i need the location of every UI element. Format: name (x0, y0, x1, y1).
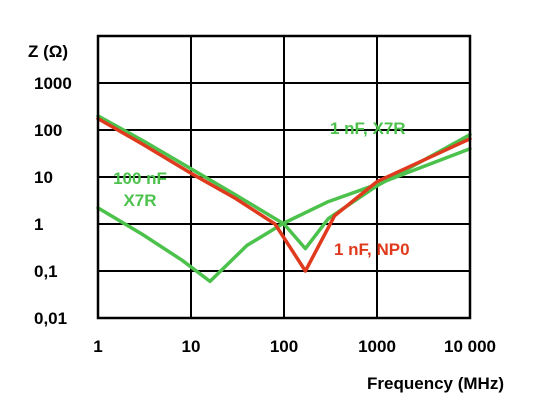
series-label-0-line-1: X7R (123, 191, 156, 210)
plot-frame (96, 34, 472, 320)
x-axis-label: Frequency (MHz) (367, 374, 504, 393)
y-tick-label-1: 0,1 (34, 262, 58, 281)
x-tick-label-0: 1 (93, 337, 102, 356)
y-tick-label-4: 100 (34, 121, 62, 140)
x-tick-label-3: 1000 (358, 337, 396, 356)
y-tick-label-0: 0,01 (34, 309, 67, 328)
x-tick-label-1: 10 (182, 337, 201, 356)
y-tick-label-5: 1000 (34, 74, 72, 93)
y-tick-label-2: 1 (34, 215, 43, 234)
series-label-1-line-0: 1 nF, X7R (330, 119, 406, 138)
x-tick-label-2: 100 (270, 337, 298, 356)
y-tick-label-3: 10 (34, 168, 53, 187)
series-line-0 (96, 146, 472, 284)
series-label-2-line-0: 1 nF, NP0 (334, 240, 410, 259)
y-axis-label: Z (Ω) (28, 42, 68, 61)
series-label-0-line-0: 100 nF (113, 169, 167, 188)
x-tick-label-4: 10 000 (444, 337, 496, 356)
series-line-2 (96, 116, 472, 273)
